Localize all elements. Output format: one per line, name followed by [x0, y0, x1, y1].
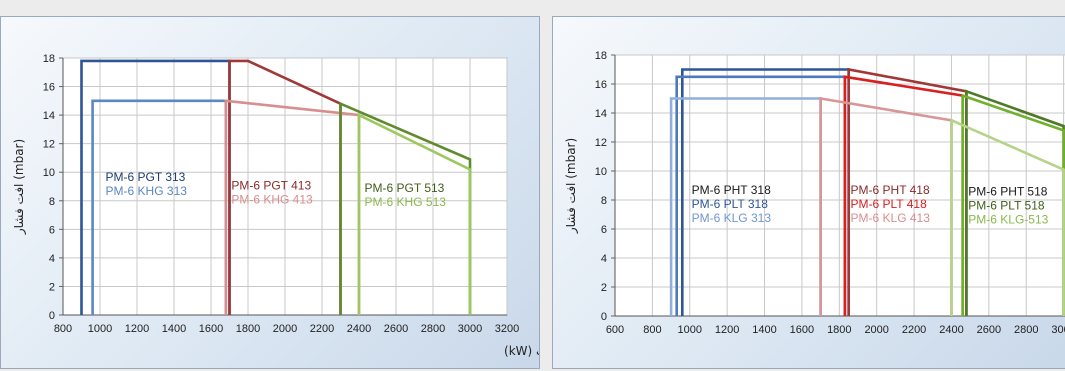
- y-tick-label: 2: [601, 282, 607, 294]
- x-tick-label: 1400: [162, 323, 186, 335]
- chart-panel-right: 600 800 1000 1200 1400 1600 1800 2000 2200 2400 26…: [552, 16, 1065, 369]
- series-label: PM-6 PLT 518: [968, 199, 1045, 213]
- y-tick-label: 8: [49, 196, 55, 208]
- x-tick-label: 2000: [864, 324, 888, 336]
- x-tick-label: 1600: [790, 324, 814, 336]
- y-tick-label: 16: [43, 82, 55, 94]
- series-label: PM-6 KLG 413: [851, 211, 931, 225]
- x-tick-label: 600: [606, 324, 624, 336]
- chart-right-svg: 600 800 1000 1200 1400 1600 1800 2000 2200 2400 26…: [564, 50, 1065, 336]
- x-tick-label: 2600: [977, 324, 1001, 336]
- y-tick-label: 18: [43, 53, 55, 65]
- y-tick-label: 2: [49, 281, 55, 293]
- series-label: PM-6 PHT 518: [968, 185, 1047, 199]
- x-tick-label: 2200: [902, 324, 926, 336]
- y-tick-label: 18: [595, 50, 607, 62]
- chart-left-svg: 800 1000 1200 1400 1600 1800 2000 2200 2400 2600 2…: [12, 53, 540, 359]
- y-tick-label: 6: [49, 224, 55, 236]
- x-tick-label: 1200: [715, 324, 739, 336]
- series-label: PM-6 PLT 418: [851, 197, 928, 211]
- y-tick-label: 12: [43, 139, 55, 151]
- y-tick-label: 14: [43, 110, 55, 122]
- x-tick-label: 1400: [752, 324, 776, 336]
- series-label: PM-6 PHT 418: [851, 183, 930, 197]
- series-label: PM-6 KHG 513: [365, 195, 447, 209]
- series-label: PM-6 PHT 318: [692, 183, 771, 197]
- x-tick-label: 1000: [88, 323, 112, 335]
- y-tick-label: 12: [595, 137, 607, 149]
- x-tick-label: 1200: [125, 323, 149, 335]
- x-tick-label: 2800: [421, 323, 445, 335]
- series-label: PM-6 PGT 413: [231, 178, 311, 192]
- x-tick-label: 3000: [458, 323, 482, 335]
- y-tick-label: 10: [595, 166, 607, 178]
- y-tick-label: 10: [43, 167, 55, 179]
- x-tick-label: 2400: [347, 323, 371, 335]
- y-tick-label: 0: [601, 311, 607, 323]
- y-tick-label: 4: [601, 253, 607, 265]
- x-tick-label: 2600: [384, 323, 408, 335]
- series-label: PM-6 KHG 413: [231, 192, 313, 206]
- series-label: PM-6 PGT 313: [106, 170, 186, 184]
- x-tick-label: 3200: [495, 323, 519, 335]
- y-axis-title: افت فشار (mbar): [12, 139, 27, 235]
- y-tick-label: 4: [49, 253, 55, 265]
- x-tick-label: 1800: [236, 323, 260, 335]
- x-tick-label: 2400: [939, 324, 963, 336]
- y-tick-label: 14: [595, 108, 607, 120]
- y-tick-label: 6: [601, 224, 607, 236]
- series-label: PM-6 PLT 318: [692, 197, 769, 211]
- series-label: PM-6 KLG 313: [692, 211, 772, 225]
- series-line-9: [950, 118, 1065, 316]
- series-label: PM-6 PGT 513: [365, 181, 445, 195]
- x-tick-label: 1600: [199, 323, 223, 335]
- x-tick-label: 1000: [678, 324, 702, 336]
- y-axis-title: افت فشار (mbar): [564, 138, 579, 234]
- y-tick-label: 16: [595, 79, 607, 91]
- x-tick-label: 1800: [827, 324, 851, 336]
- chart-panel-left: 800 1000 1200 1400 1600 1800 2000 2200 2400 2600 2…: [0, 16, 540, 369]
- x-tick-label: 800: [643, 324, 661, 336]
- x-tick-label: 3000: [1051, 324, 1065, 336]
- x-tick-label: 2200: [310, 323, 334, 335]
- y-tick-label: 8: [601, 195, 607, 207]
- y-tick-label: 0: [49, 310, 55, 322]
- series-line-6: [357, 113, 472, 315]
- x-tick-label: 2800: [1014, 324, 1038, 336]
- series-label: PM-6 KHG 313: [106, 184, 188, 198]
- x-axis-title: ظرفیت (kW): [504, 344, 540, 359]
- x-tick-label: 2000: [273, 323, 297, 335]
- series-label: PM-6 KLG-513: [968, 213, 1048, 227]
- x-tick-label: 800: [54, 323, 72, 335]
